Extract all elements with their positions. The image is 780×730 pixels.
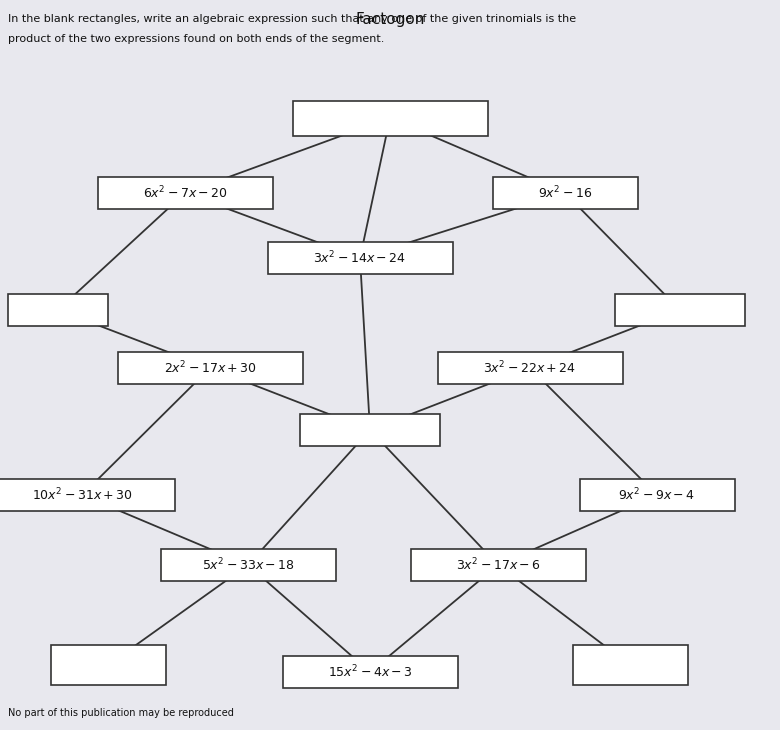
FancyBboxPatch shape xyxy=(282,656,458,688)
Text: $9x^2 - 9x - 4$: $9x^2 - 9x - 4$ xyxy=(619,487,696,503)
Text: $15x^2 - 4x - 3$: $15x^2 - 4x - 3$ xyxy=(328,664,413,680)
FancyBboxPatch shape xyxy=(118,352,303,384)
FancyBboxPatch shape xyxy=(98,177,272,209)
FancyBboxPatch shape xyxy=(8,294,108,326)
Text: $9x^2 - 16$: $9x^2 - 16$ xyxy=(538,185,592,201)
FancyBboxPatch shape xyxy=(268,242,452,274)
FancyBboxPatch shape xyxy=(438,352,622,384)
FancyBboxPatch shape xyxy=(615,294,745,326)
FancyBboxPatch shape xyxy=(51,645,165,685)
Text: $3x^2 - 14x - 24$: $3x^2 - 14x - 24$ xyxy=(314,250,406,266)
FancyBboxPatch shape xyxy=(492,177,637,209)
FancyBboxPatch shape xyxy=(410,549,586,581)
Text: No part of this publication may be reproduced: No part of this publication may be repro… xyxy=(8,708,234,718)
Text: $3x^2 - 17x - 6$: $3x^2 - 17x - 6$ xyxy=(456,557,541,573)
Text: In the blank rectangles, write an algebraic expression such that any one of the : In the blank rectangles, write an algebr… xyxy=(8,14,576,24)
Text: $10x^2 - 31x + 30$: $10x^2 - 31x + 30$ xyxy=(31,487,133,503)
FancyBboxPatch shape xyxy=(573,645,687,685)
Text: $3x^2 - 22x + 24$: $3x^2 - 22x + 24$ xyxy=(484,360,576,376)
FancyBboxPatch shape xyxy=(300,414,440,446)
FancyBboxPatch shape xyxy=(0,479,175,511)
Text: $6x^2 - 7x - 20$: $6x^2 - 7x - 20$ xyxy=(143,185,228,201)
Text: $2x^2 - 17x + 30$: $2x^2 - 17x + 30$ xyxy=(164,360,257,376)
Text: $5x^2 - 33x - 18$: $5x^2 - 33x - 18$ xyxy=(201,557,295,573)
Text: Factogon: Factogon xyxy=(356,12,424,27)
Text: product of the two expressions found on both ends of the segment.: product of the two expressions found on … xyxy=(8,34,385,44)
FancyBboxPatch shape xyxy=(580,479,735,511)
FancyBboxPatch shape xyxy=(161,549,335,581)
FancyBboxPatch shape xyxy=(292,101,488,136)
